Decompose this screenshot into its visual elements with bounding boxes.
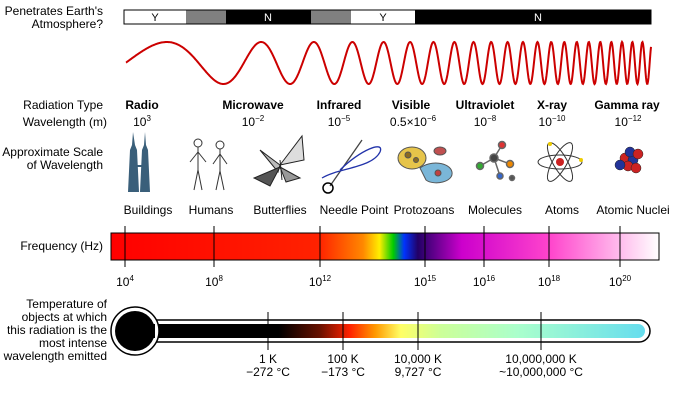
atmosphere-segment: [415, 10, 651, 24]
frequency-tick-label: 108: [205, 274, 223, 289]
scale-object: Butterflies: [253, 203, 307, 217]
scale-object: Humans: [188, 203, 234, 217]
frequency-label: Frequency (Hz): [20, 239, 103, 253]
frequency-tick-label: 1016: [472, 274, 496, 289]
band-xray: X-ray: [536, 98, 568, 112]
band-radio: Radio: [125, 98, 159, 112]
wavelength-ultraviolet: 10−8: [473, 114, 497, 129]
wavelength-visible: 0.5×10−6: [389, 114, 437, 129]
scale-object: Protozoans: [393, 203, 455, 217]
radiation-type-label: Radiation Type: [23, 98, 103, 112]
atom-icon: [537, 142, 583, 182]
atmosphere-segment: [124, 10, 186, 24]
temperature-label: Temperature of objects at which this rad…: [3, 297, 107, 363]
atmosphere-label: Penetrates Earth's Atmosphere?: [4, 4, 103, 31]
atmosphere-segment: [351, 10, 415, 24]
wavelength-radio: 103: [133, 114, 151, 129]
scale-label: Approximate Scale of Wavelength: [2, 145, 103, 172]
nucleus-icon: [614, 146, 644, 174]
atmosphere-segment: [311, 10, 351, 24]
band-microwave: Microwave: [222, 98, 284, 112]
atmosphere-bar: Y N Y N: [123, 9, 652, 25]
frequency-tick-label: 1012: [308, 274, 332, 289]
butterfly-icon: [252, 134, 305, 187]
wavelength-label: Wavelength (m): [22, 115, 107, 129]
band-infrared: Infrared: [316, 98, 362, 112]
frequency-tick-label: 1018: [537, 274, 561, 289]
atmosphere-segment-label: Y: [151, 12, 159, 24]
atmosphere-segment: [186, 10, 226, 24]
atmosphere-segment: [226, 10, 311, 24]
band-ultraviolet: Ultraviolet: [455, 98, 515, 112]
band-visible: Visible: [391, 98, 431, 112]
protozoa-icon: [397, 146, 453, 184]
scale-object: Molecules: [467, 203, 523, 217]
wave-line: [125, 39, 652, 87]
atmosphere-bar-border: [123, 9, 652, 25]
frequency-tick-label: 1015: [413, 274, 437, 289]
frequency-tick-label: 1020: [608, 274, 632, 289]
atmosphere-segment-label: Y: [379, 12, 387, 24]
frequency-bar: [110, 226, 660, 267]
molecule-icon: [475, 140, 516, 182]
scale-object: Atoms: [544, 203, 580, 217]
scale-object: Buildings: [123, 203, 173, 217]
temperature-tick-label: 100 K −173 °C: [321, 352, 365, 379]
atmosphere-segment-label: N: [534, 12, 542, 24]
wavelength-gamma: 10−12: [614, 114, 642, 129]
building-icon: [128, 132, 150, 192]
wavelength-xray: 10−10: [538, 114, 566, 129]
wavelength-microwave: 10−2: [241, 114, 265, 129]
band-gamma: Gamma ray: [594, 98, 660, 112]
frequency-tick-label: 104: [116, 274, 134, 289]
frequency-ticks: [124, 226, 621, 267]
humans-icon: [189, 138, 228, 191]
wavelength-infrared: 10−5: [327, 114, 351, 129]
atmosphere-segment-label: N: [264, 12, 272, 24]
thermometer: [110, 306, 651, 356]
scale-object: Needle Point: [319, 203, 389, 217]
scale-object: Atomic Nuclei: [596, 203, 670, 217]
temperature-tick-label: 1 K −272 °C: [246, 352, 290, 379]
temperature-ticks: [267, 312, 542, 350]
temperature-tick-label: 10,000,000 K ~10,000,000 °C: [499, 352, 583, 379]
needle-icon: [321, 139, 382, 194]
temperature-tick-label: 10,000 K 9,727 °C: [393, 352, 443, 379]
